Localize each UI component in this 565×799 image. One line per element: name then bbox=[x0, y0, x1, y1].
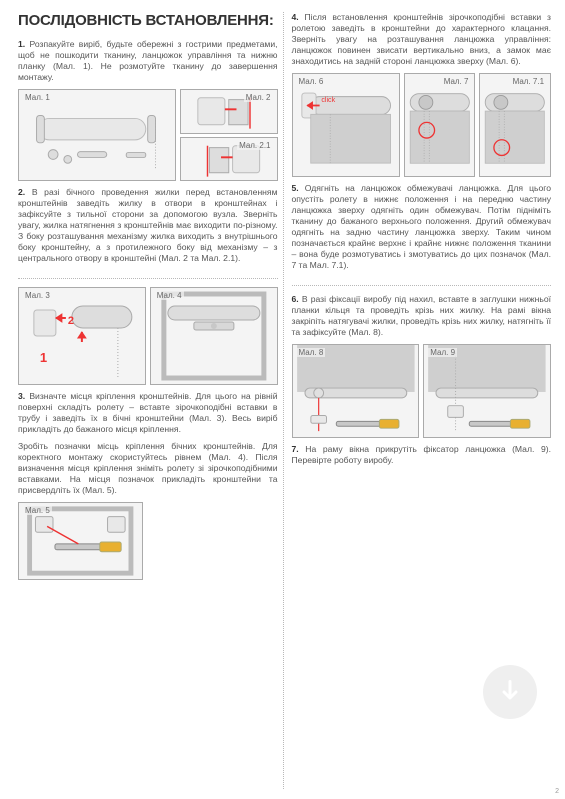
step-4-text: Після встановлення кронштейнів зірочкопо… bbox=[292, 12, 552, 66]
svg-text:click: click bbox=[321, 96, 335, 104]
step-6: 6. В разі фіксації виробу під нахил, вст… bbox=[292, 294, 552, 338]
page-title: ПОСЛІДОВНІСТЬ ВСТАНОВЛЕННЯ: bbox=[18, 12, 278, 29]
step-4: 4. Після встановлення кронштейнів зірочк… bbox=[292, 12, 552, 67]
svg-text:2: 2 bbox=[68, 315, 74, 327]
center-divider bbox=[283, 12, 284, 789]
figure-1-label: Мал. 1 bbox=[23, 93, 52, 102]
figure-2-group: Мал. 2 Мал. 2.1 bbox=[180, 89, 278, 181]
step-5: 5. Одягніть на ланцюжок обмежувачі ланцю… bbox=[292, 183, 552, 271]
figure-2-1-label: Мал. 2.1 bbox=[237, 141, 272, 150]
step-7: 7. На раму вікна прикрутіть фіксатор лан… bbox=[292, 444, 552, 466]
figure-9: Мал. 9 bbox=[423, 344, 551, 438]
figure-2: Мал. 2 bbox=[180, 89, 278, 134]
divider-h-left bbox=[18, 278, 278, 279]
figure-5-label: Мал. 5 bbox=[23, 506, 52, 515]
figure-3-label: Мал. 3 bbox=[23, 291, 52, 300]
step-2: 2. В разі бічного проведення жилки перед… bbox=[18, 187, 278, 264]
figure-8: Мал. 8 bbox=[292, 344, 420, 438]
figure-7: Мал. 7 bbox=[404, 73, 476, 177]
figure-7-1-label: Мал. 7.1 bbox=[511, 77, 546, 86]
step-1: 1. Розпакуйте виріб, будьте обережні з г… bbox=[18, 39, 278, 83]
figure-row-5: Мал. 8 Мал. 9 bbox=[292, 344, 552, 438]
step-3a-text: Визначте місця кріплення кронштейнів. Дл… bbox=[18, 391, 278, 434]
svg-text:1: 1 bbox=[40, 350, 47, 365]
figure-6: Мал. 6 click bbox=[292, 73, 400, 177]
figure-row-2: Мал. 3 2 1 Мал. 4 bbox=[18, 287, 278, 385]
figure-row-1: Мал. 1 Мал. 2 bbox=[18, 89, 278, 181]
figure-4-label: Мал. 4 bbox=[155, 291, 184, 300]
watermark-icon bbox=[483, 665, 537, 719]
left-column: ПОСЛІДОВНІСТЬ ВСТАНОВЛЕННЯ: 1. Розпакуйт… bbox=[18, 12, 278, 789]
figure-4: Мал. 4 bbox=[150, 287, 278, 385]
step-3a: 3. Визначте місця кріплення кронштейнів.… bbox=[18, 391, 278, 435]
step-7-text: На раму вікна прикрутіть фіксатор ланцюж… bbox=[292, 444, 552, 465]
figure-9-label: Мал. 9 bbox=[428, 348, 457, 357]
figure-1: Мал. 1 bbox=[18, 89, 176, 181]
step-1-text: Розпакуйте виріб, будьте обережні з гост… bbox=[18, 39, 278, 82]
figure-5: Мал. 5 bbox=[18, 502, 143, 580]
divider-h-right bbox=[292, 285, 552, 286]
figure-6-label: Мал. 6 bbox=[297, 77, 326, 86]
figure-2-label: Мал. 2 bbox=[244, 93, 273, 102]
figure-5-spacer bbox=[147, 502, 278, 580]
figure-7-label: Мал. 7 bbox=[442, 77, 471, 86]
figure-2-1: Мал. 2.1 bbox=[180, 137, 278, 182]
figure-3: Мал. 3 2 1 bbox=[18, 287, 146, 385]
figure-7-1: Мал. 7.1 bbox=[479, 73, 551, 177]
step-5-text: Одягніть на ланцюжок обмежувачі ланцюжка… bbox=[292, 183, 552, 270]
figure-8-label: Мал. 8 bbox=[297, 348, 326, 357]
step-6-text: В разі фіксації виробу під нахил, вставт… bbox=[292, 294, 552, 337]
figure-row-3: Мал. 5 bbox=[18, 502, 278, 580]
page-number: 2 bbox=[555, 788, 559, 795]
figure-row-4: Мал. 6 click Мал. 7 bbox=[292, 73, 552, 177]
step-2-text: В разі бічного проведення жилки перед вс… bbox=[18, 187, 278, 263]
step-3b: Зробіть позначки місць кріплення бічних … bbox=[18, 441, 278, 496]
